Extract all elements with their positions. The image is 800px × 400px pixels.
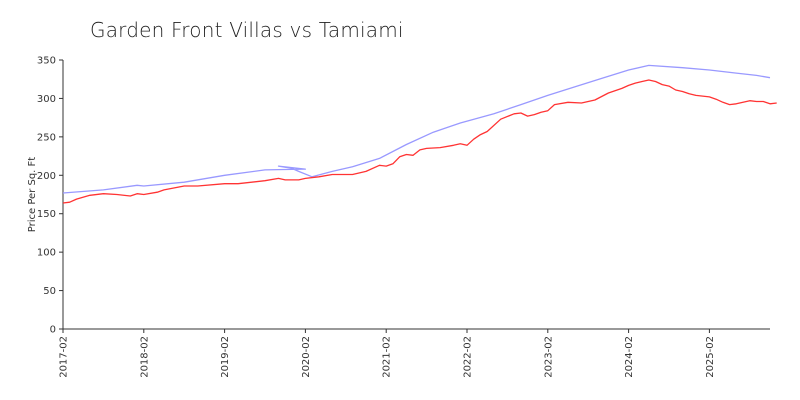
y-tick-label: 200 — [37, 171, 56, 182]
x-tick-label: 2022-02 — [463, 336, 474, 378]
y-tick-label: 150 — [37, 209, 56, 220]
y-ticks: 0 50 100 150 200 250 300 350 — [37, 56, 63, 336]
y-tick-label: 250 — [37, 132, 56, 143]
x-ticks: 2017-02 2018-02 2019-02 2020-02 2021-02 2022-… — [59, 329, 716, 378]
series-line-1 — [62, 64, 771, 194]
series-line-2 — [62, 79, 777, 204]
y-tick-label: 350 — [37, 56, 56, 67]
axes — [62, 60, 770, 330]
x-tick-label: 2025-02 — [705, 336, 716, 378]
x-tick-label: 2020-02 — [301, 336, 312, 378]
y-tick-label: 100 — [37, 248, 56, 259]
x-tick-label: 2017-02 — [59, 336, 70, 378]
y-axis-label: Price Per Sq. Ft — [27, 157, 38, 232]
y-tick-label: 50 — [43, 286, 56, 297]
y-tick-label: 0 — [50, 325, 56, 336]
x-tick-label: 2019-02 — [220, 336, 231, 378]
chart-title: Garden Front Villas vs Tamiami — [90, 18, 404, 42]
x-tick-label: 2023-02 — [543, 336, 554, 378]
y-tick-label: 300 — [37, 94, 56, 105]
x-tick-label: 2018-02 — [139, 336, 150, 378]
series-group — [62, 64, 777, 204]
x-tick-label: 2024-02 — [624, 336, 635, 378]
x-tick-label: 2021-02 — [382, 336, 393, 378]
